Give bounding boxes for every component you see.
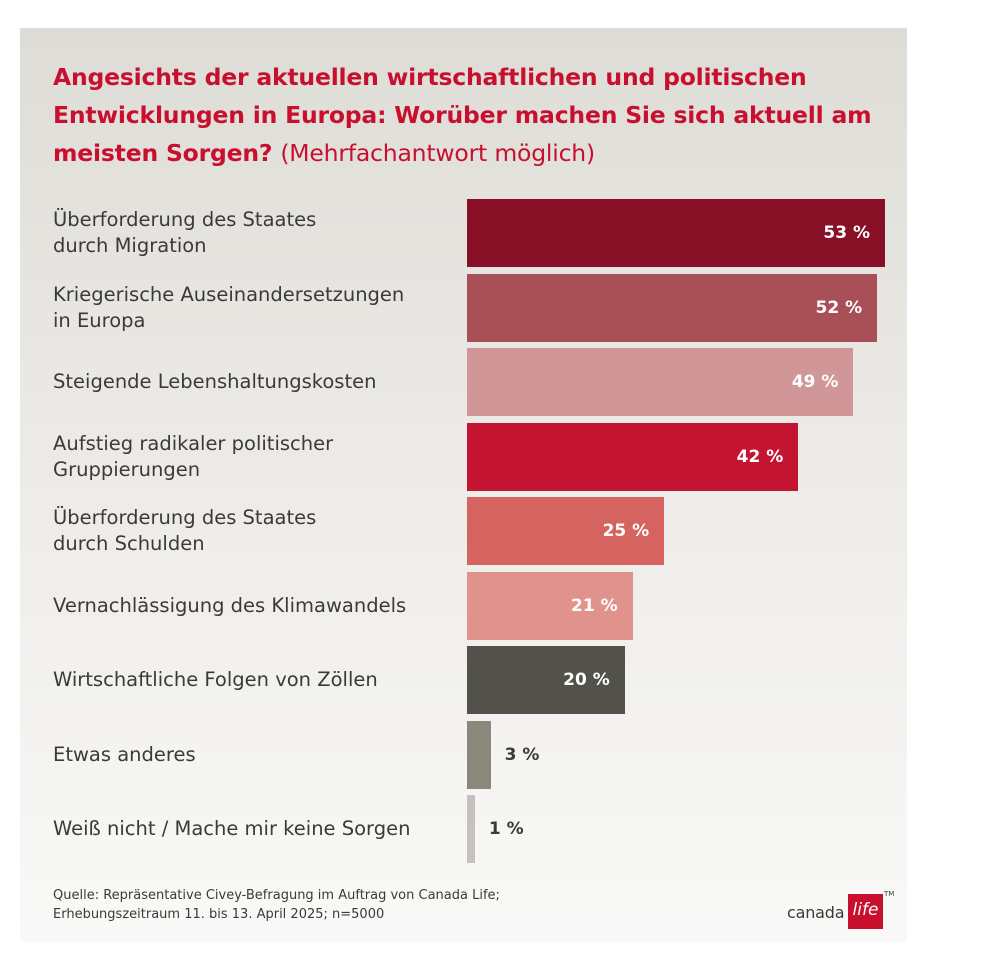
- value-label: 52 %: [815, 297, 863, 318]
- category-label-line: Kriegerische Auseinandersetzungen: [53, 282, 405, 306]
- category-label: Wirtschaftliche Folgen von Zöllen: [53, 667, 463, 693]
- category-label: Überforderung des Staates durch Migration: [53, 207, 463, 259]
- source-note: Quelle: Repräsentative Civey-Befragung i…: [53, 886, 653, 924]
- logo-box-text: life: [852, 900, 879, 920]
- category-label: Vernachlässigung des Klimawandels: [53, 593, 463, 619]
- category-label-line: Wirtschaftliche Folgen von Zöllen: [53, 668, 378, 691]
- chart-title-main: Angesichts der aktuellen wirtschaftliche…: [53, 63, 872, 167]
- source-line-2: Erhebungszeitraum 11. bis 13. April 2025…: [53, 907, 385, 922]
- bar: [467, 199, 885, 267]
- category-label: Aufstieg radikaler politischer Gruppierun…: [53, 431, 463, 483]
- category-label-line: durch Migration: [53, 234, 207, 257]
- category-label-line: Überforderung des Staates: [53, 208, 317, 231]
- value-label: 1 %: [488, 819, 524, 839]
- category-label: Steigende Lebenshaltungskosten: [53, 369, 463, 395]
- bar: [467, 497, 665, 565]
- category-label-line: durch Schulden: [53, 532, 205, 555]
- category-label-line: Etwas anderes: [53, 742, 196, 766]
- value-label: 49 %: [791, 372, 839, 392]
- value-label: 42 %: [736, 446, 784, 467]
- bar: [467, 571, 633, 640]
- category-label: Kriegerische Auseinandersetzungen in Euro…: [53, 282, 463, 334]
- bar: [467, 273, 878, 342]
- bar-chart: Überforderung des Staates durch Migration…: [20, 28, 907, 942]
- value-label: 53 %: [823, 223, 870, 243]
- canada-life-logo: canada life TM: [784, 890, 904, 930]
- category-label-line: Weiß nicht / Mache mir keine Sorgen: [53, 817, 411, 840]
- logo-wordmark: canada: [787, 903, 845, 922]
- chart-title-note: (Mehrfachantwort möglich): [280, 139, 595, 167]
- category-label: Weiß nicht / Mache mir keine Sorgen: [53, 816, 463, 842]
- infographic-card: Angesichts der aktuellen wirtschaftliche…: [20, 28, 907, 942]
- chart-title: Angesichts der aktuellen wirtschaftliche…: [53, 58, 898, 172]
- category-label: Überforderung des Staates durch Schulden: [53, 505, 463, 557]
- category-label-line: Steigende Lebenshaltungskosten: [53, 370, 377, 393]
- bar: [467, 422, 799, 491]
- source-line-1: Quelle: Repräsentative Civey-Befragung i…: [53, 888, 500, 903]
- value-label: 3 %: [504, 744, 540, 765]
- category-label-line: in Europa: [53, 308, 146, 332]
- bar: [467, 720, 491, 789]
- category-label-line: Vernachlässigung des Klimawandels: [53, 593, 407, 617]
- value-label: 21 %: [571, 595, 618, 616]
- logo-box: life: [848, 894, 883, 929]
- bar: [467, 646, 625, 714]
- logo-trademark: TM: [884, 890, 895, 898]
- value-label: 20 %: [563, 670, 610, 690]
- bar: [467, 348, 854, 416]
- category-label-line: Gruppierungen: [53, 457, 201, 481]
- category-label-line: Aufstieg radikaler politischer: [53, 431, 334, 455]
- category-label: Etwas anderes: [53, 742, 463, 768]
- value-label: 25 %: [602, 521, 650, 541]
- category-label-line: Überforderung des Staates: [53, 506, 317, 529]
- bar: [467, 795, 475, 863]
